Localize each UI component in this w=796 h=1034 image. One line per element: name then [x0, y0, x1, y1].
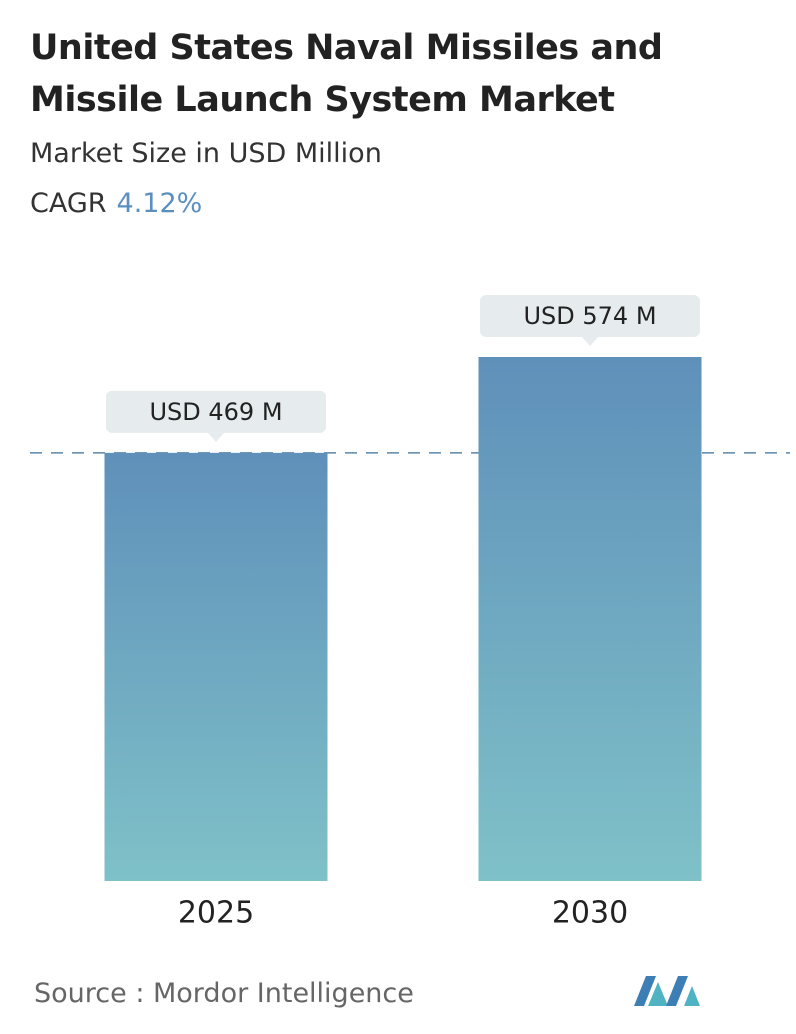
cagr-label: CAGR: [30, 188, 107, 219]
chart-subtitle: Market Size in USD Million: [30, 138, 382, 169]
label-box: [106, 390, 326, 433]
x-tick-label: 2025: [178, 896, 254, 931]
label-box: [480, 295, 700, 337]
bar: [478, 357, 702, 881]
label-pointer: [582, 337, 598, 346]
cagr-value: 4.12%: [116, 188, 203, 219]
logo: [634, 976, 700, 1006]
bar: [104, 452, 328, 881]
data-label: USD 469 M: [149, 398, 282, 426]
label-pointer: [208, 432, 224, 442]
source: Source : Mordor Intelligence: [34, 978, 414, 1009]
chart: USD 469 M 2025 USD 574 M 2030: [30, 295, 790, 931]
x-tick-label: 2030: [552, 896, 628, 931]
data-label: USD 574 M: [523, 302, 656, 330]
cagr: CAGR 4.12%: [30, 188, 202, 219]
chart-title: United States Naval Missiles and Missile…: [30, 28, 663, 120]
